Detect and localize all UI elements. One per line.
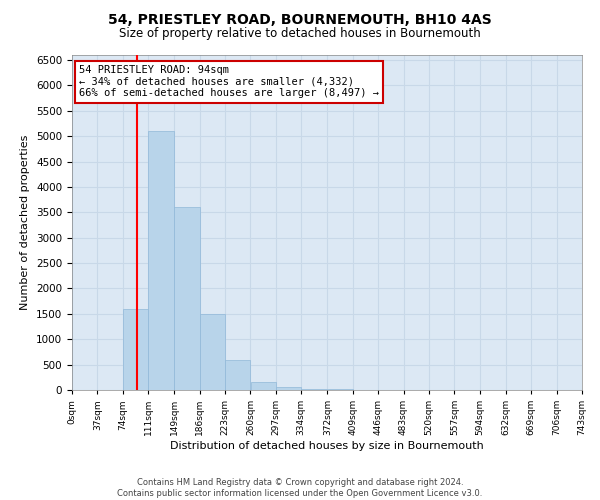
Bar — [123, 309, 148, 390]
Bar — [251, 382, 275, 390]
Bar — [276, 388, 301, 390]
Text: Size of property relative to detached houses in Bournemouth: Size of property relative to detached ho… — [119, 28, 481, 40]
Y-axis label: Number of detached properties: Number of detached properties — [20, 135, 31, 310]
Text: 54 PRIESTLEY ROAD: 94sqm
← 34% of detached houses are smaller (4,332)
66% of sem: 54 PRIESTLEY ROAD: 94sqm ← 34% of detach… — [79, 65, 379, 98]
Text: Contains HM Land Registry data © Crown copyright and database right 2024.
Contai: Contains HM Land Registry data © Crown c… — [118, 478, 482, 498]
Bar — [301, 389, 327, 390]
X-axis label: Distribution of detached houses by size in Bournemouth: Distribution of detached houses by size … — [170, 441, 484, 451]
Bar — [225, 360, 250, 390]
Bar — [148, 131, 174, 390]
Bar — [175, 208, 199, 390]
Bar — [200, 314, 225, 390]
Text: 54, PRIESTLEY ROAD, BOURNEMOUTH, BH10 4AS: 54, PRIESTLEY ROAD, BOURNEMOUTH, BH10 4A… — [108, 12, 492, 26]
